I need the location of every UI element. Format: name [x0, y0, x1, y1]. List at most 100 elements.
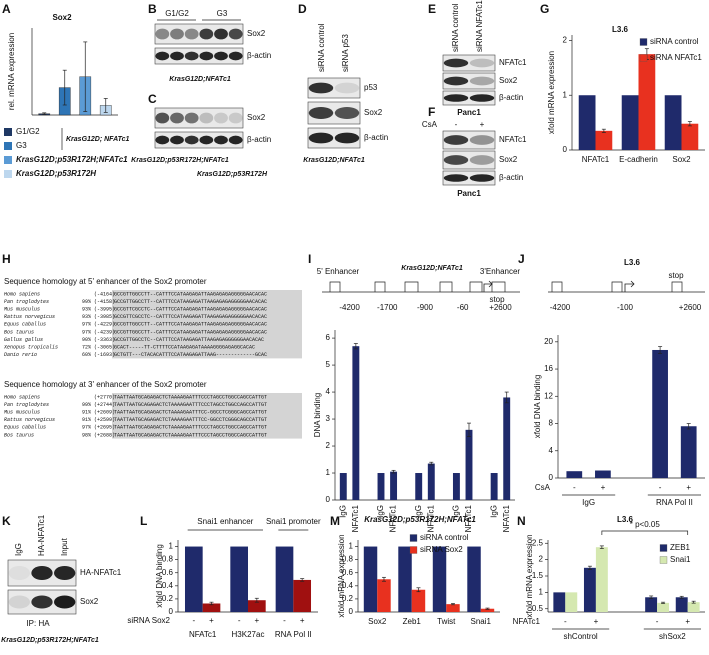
position-label: -4200 [550, 303, 571, 312]
caption: KrasG12D;NFATc1 [169, 76, 231, 83]
bar [621, 95, 639, 150]
x-tick-label: H3K27ac [232, 630, 265, 639]
exon [611, 281, 623, 292]
panel-letter: N [517, 514, 526, 528]
legend-swatch [4, 142, 12, 150]
band [308, 82, 334, 94]
bar [687, 602, 700, 612]
species: Mus musculus [4, 410, 40, 416]
error-bar [416, 587, 421, 593]
y-tick-label: 0.4 [162, 581, 174, 590]
bar [583, 567, 596, 612]
panel-letter: A [2, 2, 11, 16]
position: (-3363) [94, 337, 115, 343]
sequence: GCCGTTGGCCTT--CA [114, 322, 162, 328]
ip-label: IP: HA [26, 619, 50, 628]
chart-title: L3.6 [612, 25, 629, 34]
bar [675, 597, 688, 612]
y-tick-label: 1 [563, 90, 568, 99]
exon [404, 281, 419, 292]
band [184, 28, 199, 40]
error-bar [679, 595, 684, 599]
band [214, 112, 228, 124]
x-tick-label: - [656, 617, 659, 626]
exon [439, 281, 453, 292]
binding-site: TTTCC [162, 352, 177, 358]
band [469, 76, 495, 86]
error-bar [649, 595, 654, 599]
caption: Panc1 [457, 189, 481, 198]
panel-letter: D [298, 2, 307, 16]
position: (-4239) [94, 329, 115, 335]
row-label: β-actin [499, 93, 523, 102]
bar [680, 426, 697, 478]
band [443, 94, 469, 102]
band [199, 28, 214, 40]
y-tick-label: 0.2 [342, 594, 354, 603]
y-tick-label: 1.5 [532, 571, 544, 580]
sequence: ATAAGAGATTAAGAGAGAGGGGGAACACAC [177, 329, 267, 335]
y-tick-label: 12 [544, 391, 553, 400]
band [8, 595, 30, 609]
band [443, 155, 469, 165]
block-title: Sequence homology at 3' enhancer of the … [4, 380, 207, 389]
error-bar [300, 578, 305, 582]
y-axis-label: xfold DNA binding [533, 375, 542, 439]
bar [202, 603, 221, 612]
bar [452, 473, 460, 500]
tss-arrow [483, 280, 493, 292]
sequence: CTAGCCTGGCCAGCCATTGT [207, 432, 267, 438]
legend-swatch [409, 534, 418, 542]
error-bar [687, 121, 692, 127]
exon [469, 281, 483, 292]
bar [638, 54, 656, 150]
position: (+2695) [94, 425, 115, 431]
stop-label: stop [668, 271, 684, 280]
y-tick-label: 0.8 [162, 555, 174, 564]
bar [390, 471, 398, 500]
band [228, 51, 243, 61]
bar [645, 597, 658, 612]
x-tick-label: NFATc1 [351, 504, 360, 532]
band [199, 135, 214, 145]
y-tick-label: 2.5 [532, 538, 544, 547]
band [334, 107, 360, 119]
sequence: ATAAGAGATAAAAGGGGAGAGGCACAC [174, 345, 255, 351]
error-bar [601, 128, 606, 133]
y-tick-label: 0 [549, 473, 554, 482]
group-label: shControl [563, 632, 597, 641]
lane-label: siRNA control [317, 23, 326, 72]
stop-label: stop [489, 295, 505, 304]
error-bar [381, 576, 386, 582]
bar [595, 130, 613, 150]
species: Equus caballus [4, 425, 46, 431]
bar [657, 602, 670, 612]
y-tick-label: 3 [326, 414, 331, 423]
legend-swatch [4, 128, 12, 136]
alignment-shade [112, 290, 302, 359]
sequence: ATAAGAGATTAAGAGAGAGGGGGAACACAC [177, 291, 267, 297]
bar [490, 473, 498, 500]
y-tick-label: 0.8 [342, 555, 354, 564]
sequence: ATAAGAGATTAAGAGAGGGGGGAACACAC [177, 337, 264, 343]
bar [664, 95, 682, 150]
row-label: p53 [364, 83, 378, 92]
legend-swatch [639, 54, 648, 62]
identity: 97% [82, 425, 91, 431]
species: Mus musculus [4, 307, 40, 313]
header: Snai1 promoter [266, 517, 321, 526]
band [199, 51, 214, 61]
panel-letter: I [308, 252, 311, 266]
error-bar [587, 565, 592, 570]
y-axis-label: xfold mRNA expression [525, 534, 534, 617]
series-label: - [238, 616, 241, 625]
block-title: Sequence homology at 5' enhancer of the … [4, 277, 207, 286]
bar [681, 123, 699, 150]
caption: Panc1 [457, 108, 481, 117]
sequence: GCCGTTCGCCTC--CA [114, 314, 162, 320]
x-tick-label: NFATc1 [582, 155, 610, 164]
y-axis-label: rel. mRNA expression [7, 33, 16, 110]
identity: 98% [82, 432, 91, 438]
error-bar [485, 607, 490, 610]
